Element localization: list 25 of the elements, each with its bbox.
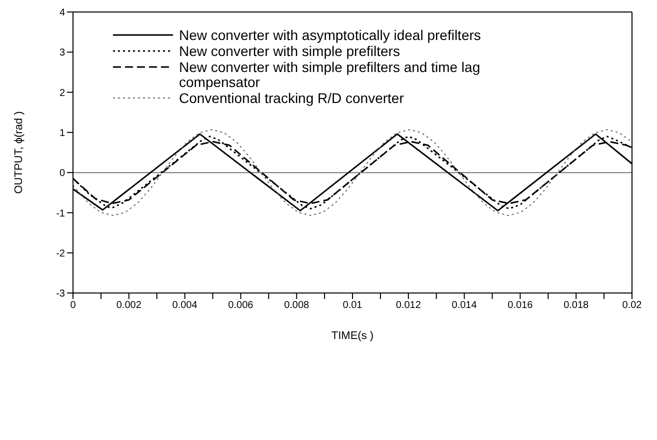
x-tick-label: 0.016 [508, 300, 534, 312]
x-tick-label: 0.01 [342, 300, 363, 312]
y-tick-label: 2 [59, 88, 66, 99]
y-tick-label: 3 [59, 48, 66, 59]
x-tick-label: 0.014 [452, 300, 478, 312]
legend-label: New converter with simple prefilters and time lag compensator [179, 59, 482, 90]
x-axis-title: TIME(s ) [331, 330, 374, 342]
x-tick-label: 0.02 [622, 300, 642, 312]
x-tick-label: 0.004 [172, 300, 198, 312]
legend-label: New converter with simple prefilters [179, 43, 400, 59]
y-tick-label: 1 [59, 128, 66, 139]
legend-label: New converter with asymptotically ideal prefilters [179, 27, 481, 43]
y-tick-label: 0 [59, 168, 66, 180]
y-axis-title: OUTPUT, ϕ(rad ) [12, 111, 25, 194]
x-tick-label: 0.002 [116, 300, 142, 312]
x-tick-label: 0.018 [564, 300, 590, 312]
x-tick-label: 0.008 [284, 300, 310, 312]
legend-label: Conventional tracking R/D converter [179, 90, 404, 106]
y-tick-label: -3 [56, 288, 66, 300]
y-tick-label: -1 [56, 208, 66, 220]
y-tick-label: 4 [59, 8, 66, 19]
x-tick-label: 0.012 [396, 300, 422, 312]
x-tick-label: 0 [70, 300, 76, 312]
y-tick-label: -2 [56, 248, 66, 260]
x-tick-label: 0.006 [228, 300, 254, 312]
